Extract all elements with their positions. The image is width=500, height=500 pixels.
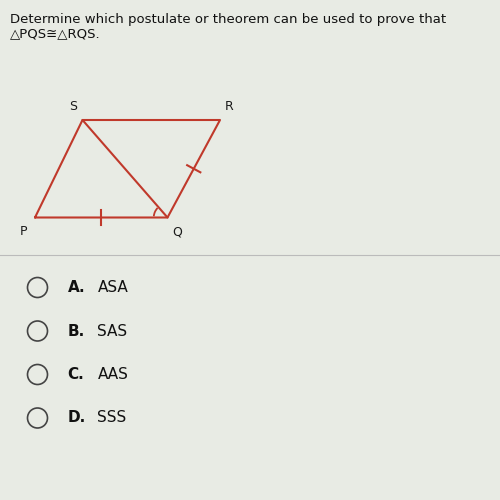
Text: B.: B. [68,324,85,338]
Text: SSS: SSS [98,410,127,426]
Text: AAS: AAS [98,367,128,382]
Text: Q: Q [172,225,182,238]
Text: Determine which postulate or theorem can be used to prove that: Determine which postulate or theorem can… [10,12,446,26]
Text: D.: D. [68,410,86,426]
Text: R: R [225,100,234,112]
Text: S: S [70,100,78,112]
Text: C.: C. [68,367,84,382]
Text: ASA: ASA [98,280,128,295]
Text: A.: A. [68,280,85,295]
Text: △PQS≅△RQS.: △PQS≅△RQS. [10,28,101,40]
Text: SAS: SAS [98,324,128,338]
Text: P: P [20,225,28,238]
